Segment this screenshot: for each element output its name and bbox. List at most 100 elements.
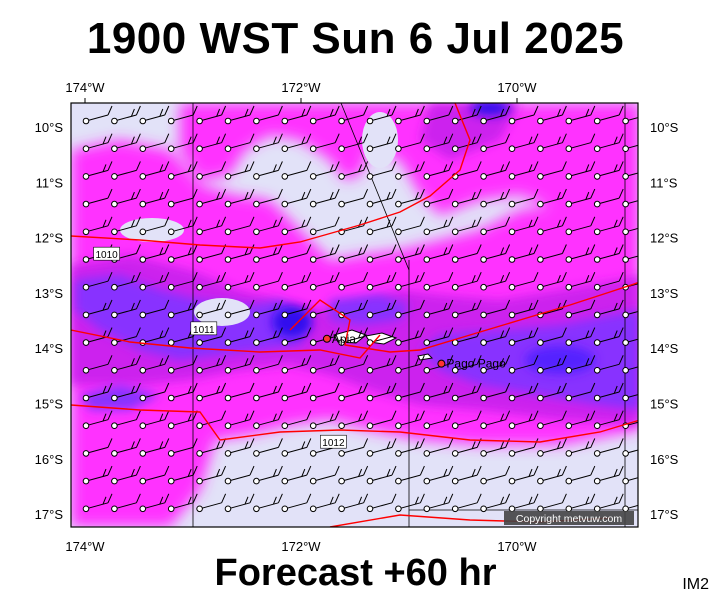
wind-barb xyxy=(224,410,255,430)
wind-barb xyxy=(423,188,454,208)
wind-barb xyxy=(281,465,312,485)
wind-barb xyxy=(622,200,638,208)
wind-barb xyxy=(224,244,255,263)
wind-barb xyxy=(253,410,283,430)
wind-barb xyxy=(196,271,227,291)
map-title: 1900 WST Sun 6 Jul 2025 xyxy=(86,14,625,63)
lon-label-top: 170°W xyxy=(497,80,537,95)
wind-barb xyxy=(366,188,397,208)
wind-barb xyxy=(139,438,170,457)
wind-barb xyxy=(167,105,198,125)
wind-barb xyxy=(82,105,113,125)
wind-barb xyxy=(196,327,227,346)
wind-barb xyxy=(622,477,638,485)
wind-barb xyxy=(395,161,425,180)
wind-barb xyxy=(366,355,397,374)
wind-barb xyxy=(224,105,255,125)
wind-barb xyxy=(508,216,539,236)
wind-barb xyxy=(82,355,113,374)
isobar xyxy=(289,281,638,353)
wind-barb xyxy=(111,105,141,125)
wind-barb xyxy=(338,105,369,125)
wind-barb xyxy=(451,465,482,485)
wind-barb xyxy=(593,299,624,319)
wind-barb xyxy=(338,133,369,152)
lat-label-left: 11°S xyxy=(36,175,64,190)
wind-barb xyxy=(82,493,113,513)
map-border xyxy=(70,102,639,528)
wind-barb xyxy=(281,410,312,430)
wind-barb xyxy=(366,382,397,402)
wind-barb xyxy=(196,410,227,430)
wind-barb xyxy=(309,382,340,402)
wind-barb xyxy=(253,299,283,319)
wind-barb xyxy=(565,105,596,125)
wind-barb xyxy=(565,299,596,319)
wind-barb xyxy=(309,244,340,263)
wind-barb xyxy=(451,438,482,457)
wind-barb xyxy=(451,410,482,430)
wind-barb xyxy=(253,188,283,208)
wind-barb xyxy=(537,438,567,457)
wind-barb xyxy=(82,465,113,485)
wind-barb xyxy=(196,299,227,319)
wind-barb xyxy=(224,327,255,346)
wind-barb xyxy=(480,133,511,152)
wind-barb xyxy=(253,465,283,485)
wind-barb xyxy=(451,133,482,152)
wind-barb xyxy=(167,355,198,374)
wind-barb xyxy=(537,271,567,291)
wind-barb xyxy=(281,161,312,180)
svg-text:Apia: Apia xyxy=(332,332,356,346)
place-apia: Apia xyxy=(322,332,356,346)
wind-barb xyxy=(593,161,624,180)
lat-label-left: 15°S xyxy=(35,397,64,412)
wind-barb xyxy=(309,410,340,430)
wind-barb xyxy=(253,493,283,513)
wind-barb xyxy=(224,465,255,485)
isobar xyxy=(71,103,471,249)
wind-barb xyxy=(423,216,454,236)
wind-barb xyxy=(111,410,141,430)
wind-barb xyxy=(253,244,283,263)
wind-barb xyxy=(395,271,425,291)
wind-barb xyxy=(395,216,425,236)
lat-label-right: 16°S xyxy=(650,452,679,467)
lat-label-left: 14°S xyxy=(35,341,64,356)
wind-barb xyxy=(281,188,312,208)
wind-barb xyxy=(423,438,454,457)
wind-barb xyxy=(82,438,113,457)
wind-barb xyxy=(82,382,113,402)
wind-barb xyxy=(139,216,170,236)
wind-barb xyxy=(565,465,596,485)
wind-barb xyxy=(281,327,312,346)
wind-barb xyxy=(593,216,624,236)
wind-barb xyxy=(480,216,511,236)
wind-barb xyxy=(395,382,425,402)
wind-barb xyxy=(309,299,340,319)
wind-barb xyxy=(395,133,425,152)
wind-barb xyxy=(139,382,170,402)
wind-barb xyxy=(253,133,283,152)
svg-text:Pago Pago: Pago Pago xyxy=(446,357,506,371)
wind-barb xyxy=(565,493,596,513)
wind-barb xyxy=(480,299,511,319)
wind-barb xyxy=(593,438,624,457)
wind-barb xyxy=(196,188,227,208)
wind-barb xyxy=(480,188,511,208)
wind-barb xyxy=(508,244,539,263)
wind-barb xyxy=(480,271,511,291)
dry-patches xyxy=(120,112,398,326)
wind-barb xyxy=(338,465,369,485)
wind-barb xyxy=(224,133,255,152)
wind-barb xyxy=(395,465,425,485)
wind-barb xyxy=(593,133,624,152)
wind-barb xyxy=(224,161,255,180)
wind-barb xyxy=(224,493,255,513)
wind-barb xyxy=(196,133,227,152)
wind-barb xyxy=(622,338,638,346)
wind-barb xyxy=(508,299,539,319)
isobar xyxy=(71,404,638,443)
lon-label-bottom: 170°W xyxy=(497,539,537,554)
